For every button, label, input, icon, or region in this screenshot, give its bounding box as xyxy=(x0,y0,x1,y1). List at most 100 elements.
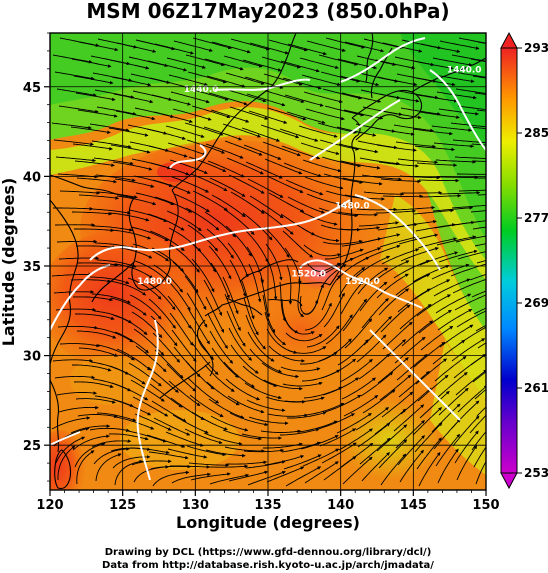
streamline xyxy=(168,380,201,407)
streamline xyxy=(339,226,381,231)
streamline xyxy=(376,209,417,214)
streamline xyxy=(108,127,149,137)
streamline xyxy=(458,189,486,192)
streamline xyxy=(72,364,112,372)
streamline xyxy=(318,54,358,66)
streamline xyxy=(398,371,430,398)
streamline xyxy=(477,342,486,349)
streamline xyxy=(154,349,184,379)
streamline xyxy=(413,208,454,215)
x-tick-label: 140 xyxy=(327,498,354,513)
streamline xyxy=(453,353,486,379)
streamline xyxy=(224,446,265,453)
streamline xyxy=(91,293,131,304)
streamline xyxy=(191,411,228,431)
streamline xyxy=(108,433,149,441)
x-tick-label: 135 xyxy=(254,498,281,513)
streamline xyxy=(207,160,245,178)
streamline xyxy=(474,388,486,400)
streamline xyxy=(356,334,387,363)
credit-drawing: Drawing by DCL (https://www.gfd-dennou.o… xyxy=(105,547,432,558)
streamline xyxy=(226,157,264,175)
streamline xyxy=(170,465,211,469)
streamline xyxy=(396,354,428,381)
streamline xyxy=(148,451,189,460)
streamline xyxy=(72,211,113,216)
streamline xyxy=(432,339,466,365)
streamline xyxy=(166,210,202,231)
contour-labels: 1520.0 1520.0 1480.0 1480.0 1440.0 1440.0 xyxy=(137,65,481,286)
streamline xyxy=(261,209,294,235)
streamline xyxy=(471,290,486,298)
streamline xyxy=(114,331,149,354)
streamline xyxy=(394,205,436,211)
streamline xyxy=(70,126,111,134)
streamline xyxy=(436,235,477,246)
streamline xyxy=(59,190,101,195)
streamline xyxy=(302,284,324,315)
streamline xyxy=(75,398,116,404)
streamline xyxy=(165,431,204,447)
streamline xyxy=(247,470,286,486)
streamline xyxy=(323,292,345,328)
streamline xyxy=(173,193,210,213)
streamline xyxy=(151,247,184,272)
streamline xyxy=(184,428,223,445)
streamline xyxy=(438,108,479,116)
streamline xyxy=(187,224,218,252)
x-tick-label: 145 xyxy=(400,498,427,513)
streamline xyxy=(321,156,362,168)
streamline xyxy=(71,58,112,68)
streamline xyxy=(322,239,363,245)
streamline xyxy=(225,225,252,257)
streamline xyxy=(317,413,355,430)
streamline xyxy=(455,88,486,94)
streamline xyxy=(380,304,411,333)
streamline xyxy=(454,156,486,159)
streamline xyxy=(336,126,377,137)
streamline xyxy=(171,329,197,362)
streamline xyxy=(471,430,486,451)
streamline xyxy=(152,470,190,487)
streamline xyxy=(455,369,486,396)
streamline xyxy=(94,89,135,99)
x-tick-label: 125 xyxy=(109,498,136,513)
streamline xyxy=(184,275,207,311)
streamline xyxy=(433,418,461,450)
streamline xyxy=(324,394,362,413)
streamline xyxy=(285,179,324,196)
streamline xyxy=(57,445,76,480)
streamline xyxy=(337,339,369,366)
streamline xyxy=(146,128,186,140)
streamline xyxy=(127,277,162,300)
streamline xyxy=(336,256,370,281)
streamline xyxy=(225,378,261,401)
streamline xyxy=(380,178,422,184)
streamline xyxy=(298,125,338,138)
streamline xyxy=(222,429,262,441)
streamline xyxy=(325,37,365,49)
streamline xyxy=(433,278,471,297)
streamline xyxy=(415,77,456,87)
streamline xyxy=(209,330,234,364)
streamline xyxy=(303,91,343,104)
colorbar-tick-label: 285 xyxy=(524,126,548,140)
streamline xyxy=(227,395,265,414)
streamline xyxy=(262,141,301,157)
streamline xyxy=(206,228,234,259)
streamline xyxy=(149,77,189,89)
streamline xyxy=(245,314,266,350)
streamline xyxy=(53,206,94,211)
streamline xyxy=(133,328,165,356)
colorbar-tick-label: 277 xyxy=(524,211,548,225)
streamline xyxy=(109,59,150,70)
streamline xyxy=(150,162,190,176)
streamline xyxy=(263,226,290,258)
streamline xyxy=(211,194,246,218)
streamline xyxy=(306,193,346,207)
streamline xyxy=(285,332,323,342)
streamline xyxy=(476,109,486,112)
streamline xyxy=(205,143,244,159)
streamline xyxy=(74,228,115,233)
streamline xyxy=(52,358,94,363)
